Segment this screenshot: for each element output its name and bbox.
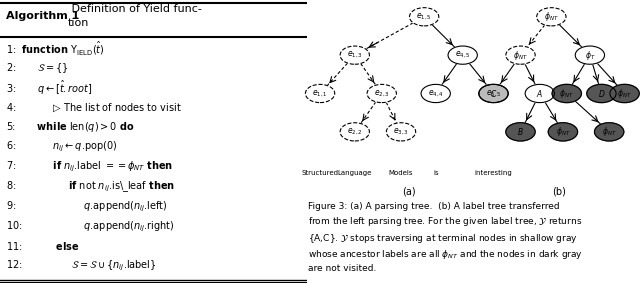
- Text: 3:       $q \leftarrow [\hat{t}.root]$: 3: $q \leftarrow [\hat{t}.root]$: [6, 79, 93, 97]
- Text: $e_{1,5}$: $e_{1,5}$: [416, 12, 432, 22]
- Circle shape: [525, 84, 554, 103]
- Circle shape: [548, 123, 577, 141]
- Circle shape: [340, 123, 369, 141]
- Text: 1:  $\mathbf{function}$ $\mathrm{Y}_{\mathrm{IELD}}(\hat{t})$: 1: $\mathbf{function}$ $\mathrm{Y}_{\mat…: [6, 39, 105, 57]
- Circle shape: [421, 84, 451, 103]
- Text: $e_{4,4}$: $e_{4,4}$: [428, 88, 444, 98]
- Text: (b): (b): [552, 187, 566, 197]
- Text: Definition of Yield func-
tion: Definition of Yield func- tion: [68, 4, 202, 27]
- Text: Algorithm 1: Algorithm 1: [6, 10, 79, 21]
- Text: 11:           $\mathbf{else}$: 11: $\mathbf{else}$: [6, 240, 80, 252]
- Circle shape: [552, 84, 581, 103]
- Text: 12:                $\mathcal{S} = \mathcal{S} \cup \{n_{ij}$.label$\}$: 12: $\mathcal{S} = \mathcal{S} \cup \{n_…: [6, 259, 157, 273]
- Text: $e_{3,3}$: $e_{3,3}$: [393, 127, 409, 137]
- Text: $e_{5,5}$: $e_{5,5}$: [486, 88, 501, 98]
- Text: $C$: $C$: [490, 88, 497, 99]
- Circle shape: [479, 84, 508, 103]
- Circle shape: [595, 123, 624, 141]
- Circle shape: [340, 46, 369, 64]
- Text: $e_{1,1}$: $e_{1,1}$: [312, 88, 328, 98]
- Text: Models: Models: [388, 170, 413, 175]
- Text: 7:            $\mathbf{if}$ $n_{ij}$.label $== \phi_{NT}$ $\mathbf{then}$: 7: $\mathbf{if}$ $n_{ij}$.label $== \phi…: [6, 160, 173, 174]
- Text: 9:                      $q$.append$(n_{ij}$.left): 9: $q$.append$(n_{ij}$.left): [6, 200, 168, 214]
- Text: $e_{2,3}$: $e_{2,3}$: [374, 88, 390, 98]
- Text: $D$: $D$: [598, 88, 605, 99]
- Text: interesting: interesting: [475, 170, 513, 175]
- Text: $\phi_{NT}$: $\phi_{NT}$: [544, 10, 559, 23]
- Text: $\phi_{NT}$: $\phi_{NT}$: [617, 87, 632, 100]
- Text: 6:            $n_{ij} \leftarrow q$.pop(0): 6: $n_{ij} \leftarrow q$.pop(0): [6, 140, 118, 154]
- Text: Figure 3: (a) A parsing tree.  (b) A label tree transferred
from the left parsin: Figure 3: (a) A parsing tree. (b) A labe…: [308, 202, 582, 273]
- Circle shape: [610, 84, 639, 103]
- Text: 10:                    $q$.append$(n_{ij}$.right): 10: $q$.append$(n_{ij}$.right): [6, 219, 175, 233]
- Circle shape: [410, 8, 439, 26]
- Text: $\phi_T$: $\phi_T$: [584, 49, 595, 62]
- Circle shape: [575, 46, 605, 64]
- Circle shape: [537, 8, 566, 26]
- Text: 4:            $\triangleright$ The list of nodes to visit: 4: $\triangleright$ The list of nodes to…: [6, 101, 182, 114]
- Text: Structured: Structured: [301, 170, 339, 175]
- Text: 5:       $\mathbf{while}$ len$(q) > 0$ $\mathbf{do}$: 5: $\mathbf{while}$ len$(q) > 0$ $\mathb…: [6, 120, 134, 134]
- Text: $A$: $A$: [536, 88, 543, 99]
- Text: Language: Language: [337, 170, 372, 175]
- Text: $e_{1,3}$: $e_{1,3}$: [347, 50, 363, 60]
- Text: (a): (a): [402, 187, 415, 197]
- Text: $e_{4,5}$: $e_{4,5}$: [455, 50, 470, 60]
- Text: $e_{2,2}$: $e_{2,2}$: [347, 127, 363, 137]
- Text: $\phi_{NT}$: $\phi_{NT}$: [556, 125, 570, 138]
- Circle shape: [587, 84, 616, 103]
- Text: is: is: [433, 170, 438, 175]
- Text: 2:       $\mathcal{S} = \{\}$: 2: $\mathcal{S} = \{\}$: [6, 61, 68, 75]
- Text: $\phi_{NT}$: $\phi_{NT}$: [559, 87, 574, 100]
- Circle shape: [448, 46, 477, 64]
- Circle shape: [387, 123, 415, 141]
- Circle shape: [479, 84, 508, 103]
- Text: $\phi_{NT}$: $\phi_{NT}$: [513, 49, 528, 62]
- Text: 8:                 $\mathbf{if}$ not $n_{ij}$.is\_leaf $\mathbf{then}$: 8: $\mathbf{if}$ not $n_{ij}$.is\_leaf $…: [6, 179, 175, 194]
- Circle shape: [305, 84, 335, 103]
- Text: $\phi_{NT}$: $\phi_{NT}$: [602, 125, 616, 138]
- Circle shape: [506, 46, 535, 64]
- Text: $B$: $B$: [517, 126, 524, 137]
- Circle shape: [506, 123, 535, 141]
- Circle shape: [367, 84, 396, 103]
